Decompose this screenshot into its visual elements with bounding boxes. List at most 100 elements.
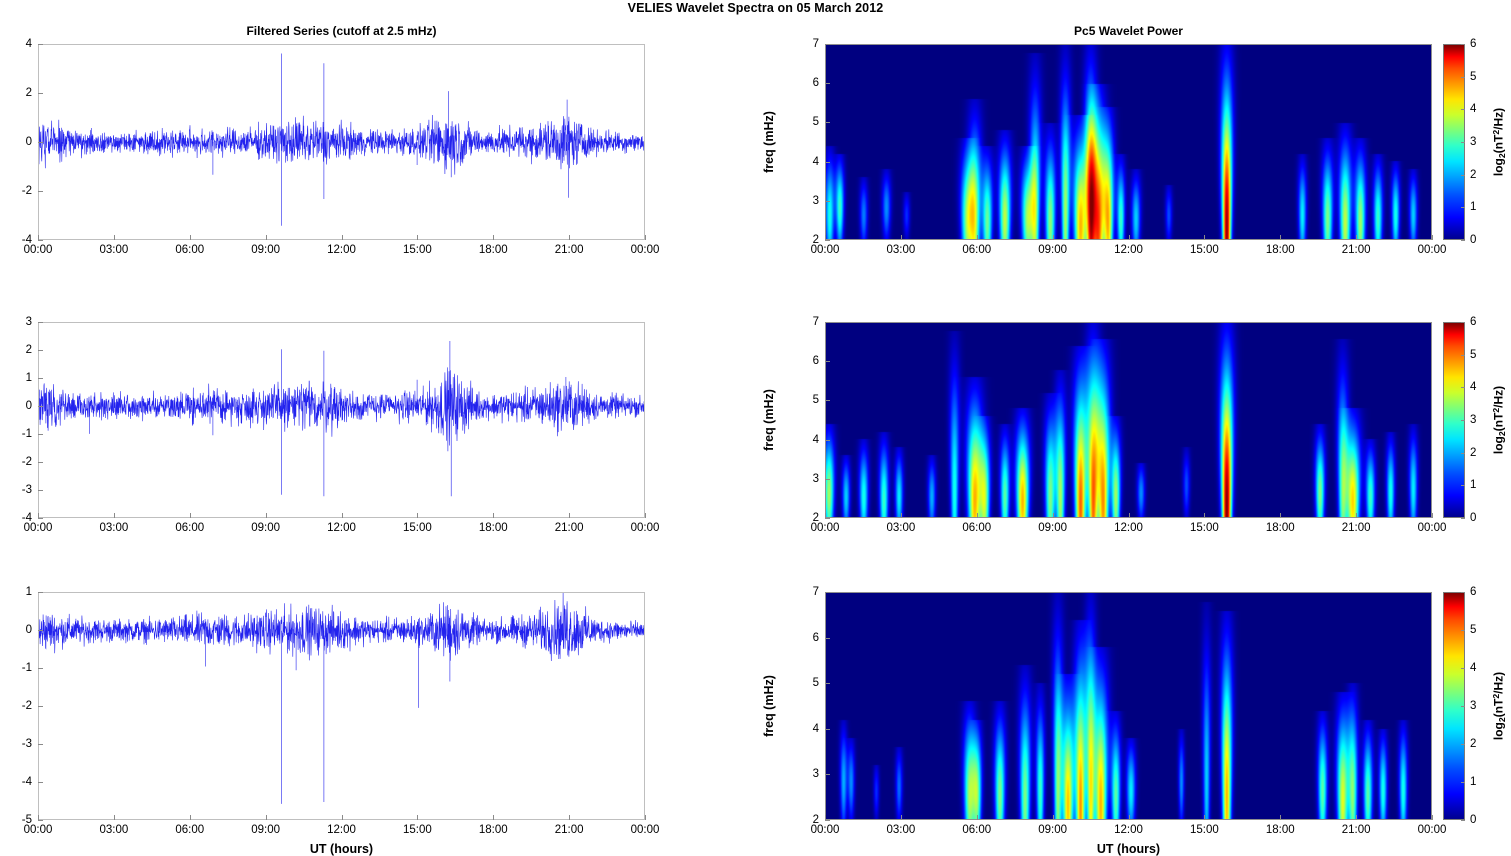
x-tick-mark: [825, 513, 826, 518]
y-tick-mark: [38, 378, 43, 379]
x-tick-mark: [1052, 815, 1054, 820]
y-tick-mark: [38, 322, 43, 323]
colorbar-tick-mark: [1461, 706, 1465, 707]
x-tick-label: 06:00: [175, 824, 205, 836]
x-tick-mark: [341, 815, 343, 820]
colorbar-tick-label: 4: [1470, 662, 1477, 674]
y-tick-mark: [825, 200, 830, 202]
x-tick-label: 18:00: [478, 824, 508, 836]
y-tick-mark: [38, 142, 43, 143]
x-tick-label: 00:00: [23, 824, 53, 836]
x-tick-label: 21:00: [1341, 522, 1371, 534]
y-tick-mark: [38, 706, 43, 707]
x-tick-label: 09:00: [1038, 824, 1068, 836]
y-tick-label: 7: [812, 316, 819, 328]
x-tick-label: 21:00: [554, 522, 584, 534]
colorbar-tick-label: 5: [1470, 70, 1477, 83]
colorbar-label: log2(nT2/Hz): [1490, 671, 1508, 741]
x-tick-label: 03:00: [99, 244, 129, 256]
x-tick-label: 21:00: [554, 824, 584, 836]
x-tick-mark: [1128, 815, 1130, 820]
y-tick-mark: [825, 322, 830, 323]
wavelet-spectrogram: [826, 323, 1431, 517]
x-tick-label: 09:00: [251, 824, 281, 836]
x-tick-label: 00:00: [23, 522, 53, 534]
colorbar-tick-mark: [1461, 174, 1465, 176]
x-tick-label: 15:00: [402, 824, 432, 836]
y-tick-label: -1: [21, 428, 32, 440]
y-tick-mark: [825, 400, 830, 402]
plot-frame: [38, 592, 645, 820]
x-tick-mark: [417, 815, 419, 820]
y-tick-label: 3: [812, 472, 819, 485]
colorbar-tick-mark: [1461, 109, 1465, 111]
x-tick-mark: [493, 513, 495, 518]
panel-y-series: Y (nT)-4-3-2-1012300:0003:0006:0009:0012…: [22, 316, 660, 534]
y-tick-label: 5: [812, 394, 819, 407]
x-tick-label: 12:00: [1114, 824, 1143, 836]
y-tick-label: 7: [812, 38, 819, 50]
x-tick-mark: [569, 513, 571, 518]
y-tick-mark: [38, 820, 43, 821]
y-tick-label: -4: [21, 776, 32, 788]
y-tick-mark: [825, 439, 830, 441]
x-tick-mark: [645, 513, 646, 518]
y-tick-mark: [825, 361, 830, 363]
x-tick-label: 12:00: [327, 824, 356, 836]
colorbar-tick-label: 6: [1470, 316, 1477, 328]
panel-x-spectrogram: Pc5 Wavelet Power freq (mHz) 2 3 4 5 6 7 00:00 03…: [762, 24, 1446, 256]
y-tick-label: -2: [21, 700, 32, 712]
y-tick-mark: [38, 592, 43, 593]
plot-frame: [825, 592, 1432, 820]
x-tick-label: 00:00: [810, 244, 840, 256]
y-tick-mark: [38, 93, 43, 94]
y-tick-mark: [825, 478, 830, 480]
x-tick-label: 06:00: [962, 244, 992, 256]
y-tick-label: 4: [25, 38, 32, 50]
x-tick-mark: [825, 815, 826, 820]
x-tick-mark: [1356, 815, 1358, 820]
x-tick-label: 12:00: [1114, 522, 1143, 534]
x-tick-label: 00:00: [1417, 244, 1447, 256]
y-tick-label: 4: [812, 155, 819, 168]
x-tick-label: 18:00: [1265, 244, 1295, 256]
x-tick-mark: [1204, 235, 1206, 240]
y-tick-label: 6: [812, 631, 819, 644]
y-tick-mark: [38, 350, 43, 351]
x-tick-mark: [1432, 815, 1433, 820]
x-tick-mark: [1052, 513, 1054, 518]
x-tick-mark: [265, 235, 267, 240]
y-tick-label: 1: [25, 372, 32, 384]
colorbar-tick-mark: [1461, 630, 1465, 631]
x-tick-mark: [417, 513, 419, 518]
x-tick-mark: [341, 235, 343, 240]
x-tick-label: 12:00: [1114, 244, 1143, 256]
colorbar-tick-mark: [1461, 592, 1465, 593]
x-tick-mark: [900, 513, 902, 518]
timeseries-trace: [39, 53, 644, 226]
y-axis-label: freq (mHz): [762, 111, 776, 173]
y-tick-mark: [825, 774, 830, 776]
colorbar-tick-label: 2: [1470, 168, 1477, 181]
x-tick-mark: [1128, 513, 1130, 518]
colorbar-tick-label: 0: [1470, 814, 1477, 826]
colorbar-tick-label: 2: [1470, 446, 1477, 459]
colorbar-tick-mark: [1461, 420, 1465, 421]
x-axis-label: UT (hours): [1096, 842, 1161, 856]
y-tick-mark: [825, 122, 830, 124]
colorbar-tick-label: 0: [1470, 234, 1477, 246]
plot-frame: [38, 44, 645, 240]
colorbar-tick-mark: [1461, 354, 1465, 356]
x-tick-mark: [38, 513, 39, 518]
colorbar-tick-mark: [1461, 322, 1465, 323]
y-tick-label: -2: [21, 456, 32, 468]
x-tick-mark: [1204, 513, 1206, 518]
y-tick-label: 0: [25, 136, 32, 148]
x-tick-label: 18:00: [1265, 522, 1295, 534]
colorbar-tick-label: 2: [1470, 738, 1477, 750]
colorbar-tick-mark: [1461, 387, 1465, 389]
x-tick-label: 03:00: [886, 522, 916, 534]
y-tick-label: 7: [812, 586, 819, 598]
y-tick-mark: [38, 434, 43, 435]
y-tick-mark: [38, 630, 43, 631]
